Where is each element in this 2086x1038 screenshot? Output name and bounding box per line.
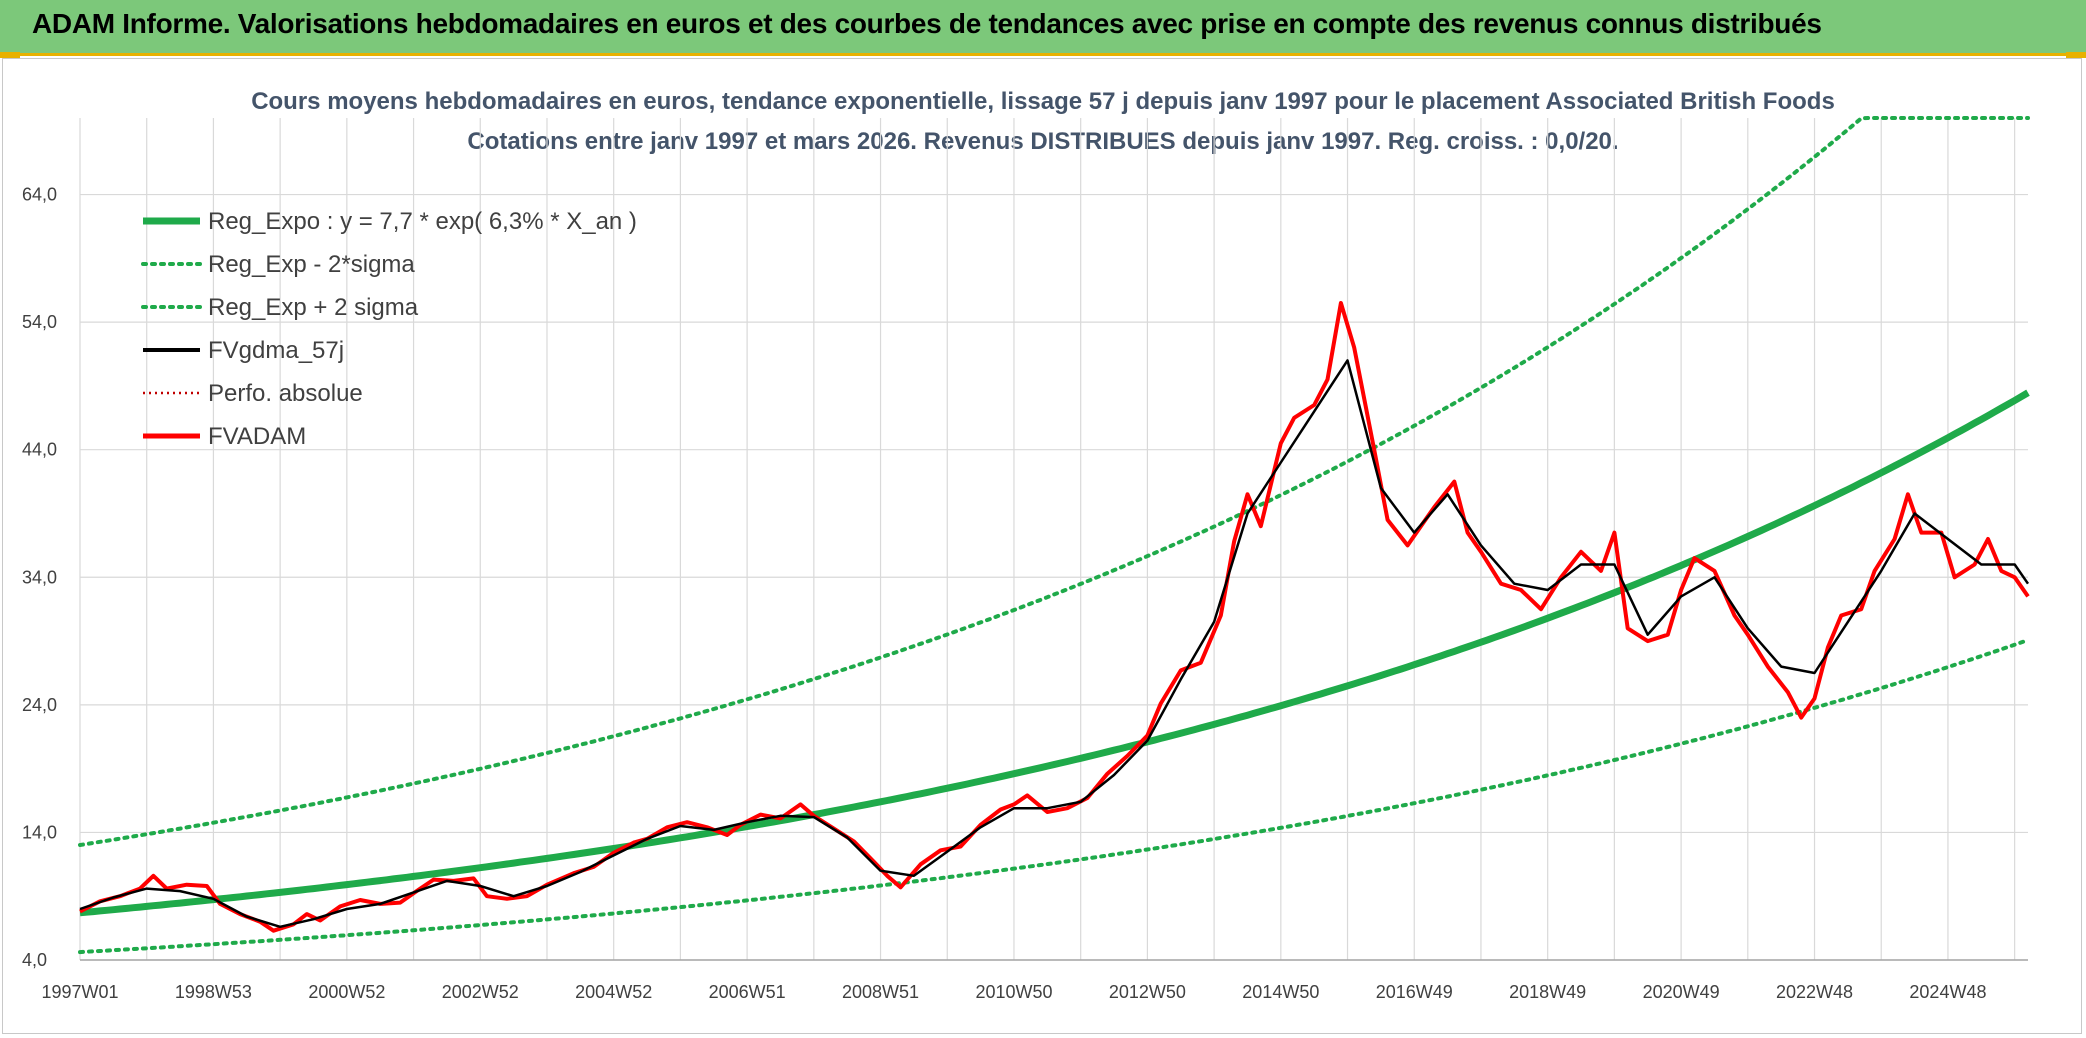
series-lines xyxy=(78,116,2030,955)
x-tick-label: 2020W49 xyxy=(1643,982,1720,1002)
y-tick-label: 14,0 xyxy=(22,822,57,842)
x-tick-label: 2000W52 xyxy=(308,982,385,1002)
x-tick-label: 2022W48 xyxy=(1776,982,1853,1002)
y-tick-label: 4,0 xyxy=(22,950,47,970)
legend: Reg_Expo : y = 7,7 * exp( 6,3% * X_an ) R… xyxy=(141,208,637,450)
y-tick-label: 54,0 xyxy=(22,312,57,332)
x-tick-label: 2024W48 xyxy=(1909,982,1986,1002)
x-tick-label: 2004W52 xyxy=(575,982,652,1002)
x-tick-label: 2016W49 xyxy=(1376,982,1453,1002)
reg-expo-trend-line xyxy=(79,389,2030,917)
x-tick-label: 1998W53 xyxy=(175,982,252,1002)
chart-title-line-1: Cours moyens hebdomadaires en euros, ten… xyxy=(251,88,1835,115)
x-tick-label: 2012W50 xyxy=(1109,982,1186,1002)
y-tick-label: 64,0 xyxy=(22,185,57,205)
fvgdma-57j-line xyxy=(79,359,2030,929)
chart-title-line-2: Cotations entre janv 1997 et mars 2026. … xyxy=(467,128,1618,155)
x-tick-label: 2018W49 xyxy=(1509,982,1586,1002)
legend-label: FVADAM xyxy=(208,423,306,450)
legend-label: FVgdma_57j xyxy=(208,337,344,364)
corner-accent-right xyxy=(2066,52,2086,58)
x-tick-label: 2008W51 xyxy=(842,982,919,1002)
corner-accent-left xyxy=(0,52,20,58)
legend-label: Reg_Expo : y = 7,7 * exp( 6,3% * X_an ) xyxy=(208,208,637,235)
chart-frame xyxy=(2,58,2082,1034)
y-tick-label: 44,0 xyxy=(22,440,57,460)
legend-label: Reg_Exp + 2 sigma xyxy=(208,294,419,321)
x-tick-label: 2010W50 xyxy=(975,982,1052,1002)
axes: 4,0 14,0 24,0 34,0 44,0 54,0 64,0 1997W01 1998W5… xyxy=(22,185,2028,1002)
reg-exp-plus-2-sigma-line xyxy=(78,116,2030,847)
x-tick-label: 2006W51 xyxy=(709,982,786,1002)
x-tick-label: 1997W01 xyxy=(41,982,118,1002)
x-tick-label: 2014W50 xyxy=(1242,982,1319,1002)
y-tick-label: 34,0 xyxy=(22,567,57,587)
legend-label: Perfo. absolue xyxy=(208,380,363,407)
legend-label: Reg_Exp - 2*sigma xyxy=(208,251,415,278)
header-banner: ADAM Informe. Valorisations hebdomadaire… xyxy=(0,0,2086,56)
fvadam-line xyxy=(79,301,2030,933)
y-tick-label: 24,0 xyxy=(22,695,57,715)
reg-exp-minus-2-sigma-line xyxy=(78,638,2030,955)
x-tick-label: 2002W52 xyxy=(442,982,519,1002)
page-title: ADAM Informe. Valorisations hebdomadaire… xyxy=(32,8,1822,39)
